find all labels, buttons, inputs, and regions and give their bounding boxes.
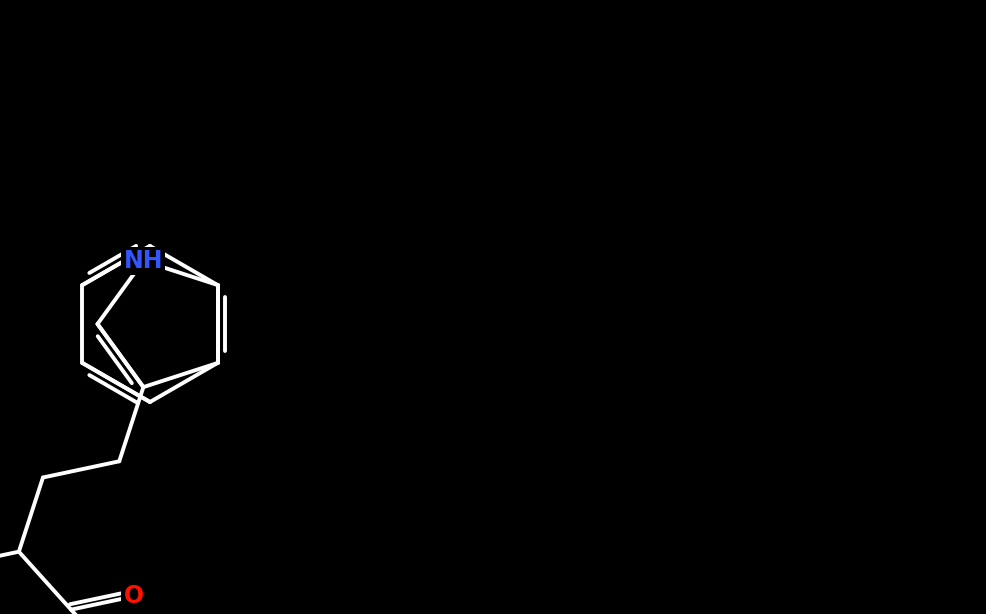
Text: NH: NH [123,249,163,273]
Text: O: O [123,585,144,608]
